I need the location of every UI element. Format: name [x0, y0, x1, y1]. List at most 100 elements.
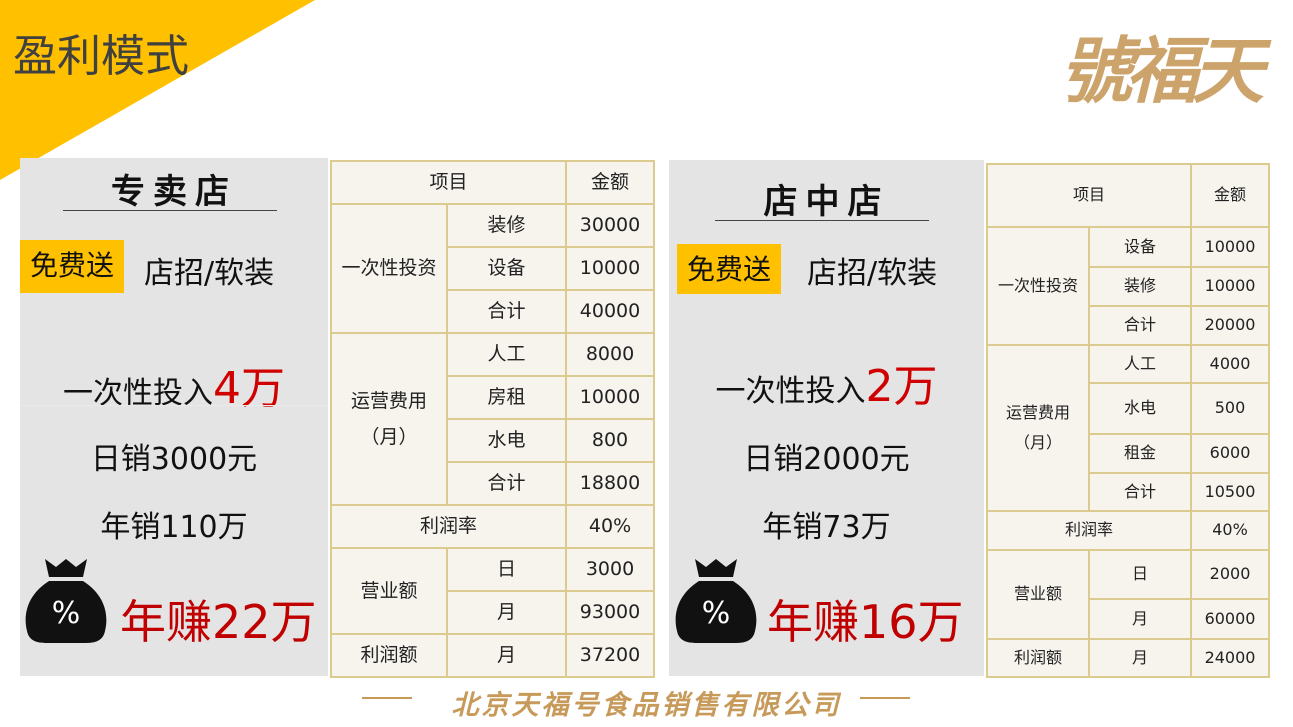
table-cell: 日: [1087, 549, 1193, 600]
table-cell: 月: [445, 590, 568, 635]
table-cell: 利润额: [330, 633, 448, 678]
annual-profit: 年赚22万: [120, 595, 317, 649]
panel-title: 店中店: [763, 182, 890, 222]
investment-text: 一次性投入4万: [63, 363, 285, 414]
daily-sales: 日销3000元: [90, 442, 258, 477]
footer-line-right: [860, 697, 910, 699]
table-cell: 8000: [565, 332, 656, 377]
table-cell: 6000: [1190, 433, 1271, 474]
table-cell: 营业额: [986, 549, 1090, 640]
table-row: 项目 金额: [329, 160, 656, 205]
free-items: 店招/软装: [144, 256, 275, 291]
table-row: 合计 10500: [987, 472, 1271, 512]
free-items: 店招/软装: [807, 256, 938, 291]
investment-text: 一次性投入2万: [715, 361, 938, 412]
table-row: 租金 6000: [987, 433, 1271, 474]
table-row: 合计 18800: [331, 461, 656, 506]
table-row: 营业额日 3000: [330, 547, 656, 635]
table-cell: 30000: [565, 203, 656, 248]
daily-sales: 日销2000元: [743, 442, 910, 477]
investment-value: 2万: [865, 361, 938, 412]
table-cell: 24000: [1190, 638, 1271, 678]
table-row: 月 60000: [987, 598, 1271, 640]
table-cell: 日: [445, 547, 568, 592]
table-row: 运营费用 （月） 人工 8000: [330, 332, 656, 506]
table-cell: 装修: [445, 203, 568, 248]
table-row: 水电 800: [331, 418, 656, 463]
table-cell: 项目: [985, 163, 1193, 228]
panel-zhuanmaidian: 专卖店 免费送 店招/软装 一次性投入4万 日销3000元 年销110万 % 年…: [20, 158, 328, 676]
table-row: 一次性投资 装修 30000: [330, 203, 656, 334]
free-badge: 免费送: [20, 240, 125, 293]
table-cell: 水电: [445, 418, 568, 463]
table-row: 合计 40000: [331, 289, 656, 334]
table-row: 一次性投资 设备 10000: [986, 226, 1271, 346]
table-row: 合计 20000: [987, 305, 1271, 346]
table-cell: 租金: [1087, 433, 1193, 474]
svg-text:%: %: [702, 596, 731, 631]
table-row: 项目 金额: [985, 163, 1271, 228]
table-cell: 37200: [565, 633, 656, 678]
table-row: 房租 10000: [331, 375, 656, 420]
money-bag-percent-icon: %: [25, 559, 107, 643]
table-cell: 合计: [1087, 305, 1193, 346]
table-cell: 10500: [1190, 472, 1271, 512]
cost-table-zhuanmaidian: 项目 金额 一次性投资 装修 30000 设备 10000 合计 40000 运营费用 （月） 人工…: [329, 160, 656, 678]
table-row: 月 93000: [331, 590, 656, 635]
table-cell: 18800: [565, 461, 656, 506]
brand-logo: 號福天: [1060, 28, 1264, 113]
title-underline: [715, 220, 929, 221]
divider: [20, 405, 328, 406]
table-cell: 水电: [1087, 382, 1193, 435]
table-cell: 项目: [329, 160, 568, 205]
table-row: 利润率 40%: [985, 510, 1271, 551]
table-cell: 装修: [1087, 266, 1193, 307]
table-cell: 40000: [565, 289, 656, 334]
table-cell: 一次性投资: [986, 226, 1090, 346]
table-row: 水电 500: [987, 382, 1271, 435]
table-row: 利润率 40%: [329, 504, 656, 549]
table-cell: 4000: [1190, 344, 1271, 384]
table-row: 营业额日 2000: [986, 549, 1271, 640]
table-cell: 合计: [445, 289, 568, 334]
table-cell: 人工: [445, 332, 568, 377]
table-row: 装修 10000: [987, 266, 1271, 307]
investment-value: 4万: [213, 363, 285, 414]
table-cell: 40%: [565, 504, 656, 549]
table-cell: 合计: [445, 461, 568, 506]
table-cell: 营业额: [330, 547, 448, 635]
header-accent-triangle: [0, 0, 315, 180]
table-cell: 800: [565, 418, 656, 463]
table-cell: 93000: [565, 590, 656, 635]
table-cell: 金额: [1190, 163, 1271, 228]
footer-line-left: [362, 697, 412, 699]
table-cell: 利润额: [986, 638, 1090, 678]
table-cell: 设备: [445, 246, 568, 291]
table-cell: 10000: [565, 375, 656, 420]
cost-table-dianzhongdian: 项目 金额 一次性投资 设备 10000 装修 10000 合计 20000 运营费用 （月） 人工…: [985, 163, 1271, 678]
table-cell: 10000: [565, 246, 656, 291]
table-cell: 3000: [565, 547, 656, 592]
table-cell: 人工: [1087, 344, 1193, 384]
svg-text:%: %: [52, 596, 81, 631]
table-cell: 月: [1087, 598, 1193, 640]
table-cell: 金额: [565, 160, 656, 205]
page-title: 盈利模式: [13, 31, 189, 82]
table-row: 运营费用 （月） 人工 4000: [986, 344, 1271, 512]
table-cell: 一次性投资: [330, 203, 448, 334]
table-row: 利润额月 37200: [330, 633, 656, 678]
table-cell: 月: [445, 633, 568, 678]
table-cell: 10000: [1190, 266, 1271, 307]
table-cell: 10000: [1190, 226, 1271, 268]
table-cell: 运营费用 （月）: [986, 344, 1090, 512]
yearly-sales: 年销73万: [762, 510, 891, 545]
yearly-sales: 年销110万: [100, 510, 248, 545]
title-underline: [63, 210, 277, 211]
table-cell: 设备: [1087, 226, 1193, 268]
panel-dianzhongdian: 店中店 免费送 店招/软装 一次性投入2万 日销2000元 年销73万 % 年赚…: [669, 160, 984, 676]
annual-profit: 年赚16万: [767, 595, 964, 649]
table-cell: 利润率: [985, 510, 1193, 551]
table-cell: 月: [1087, 638, 1193, 678]
table-cell: 利润率: [329, 504, 568, 549]
table-cell: 运营费用 （月）: [330, 332, 448, 506]
